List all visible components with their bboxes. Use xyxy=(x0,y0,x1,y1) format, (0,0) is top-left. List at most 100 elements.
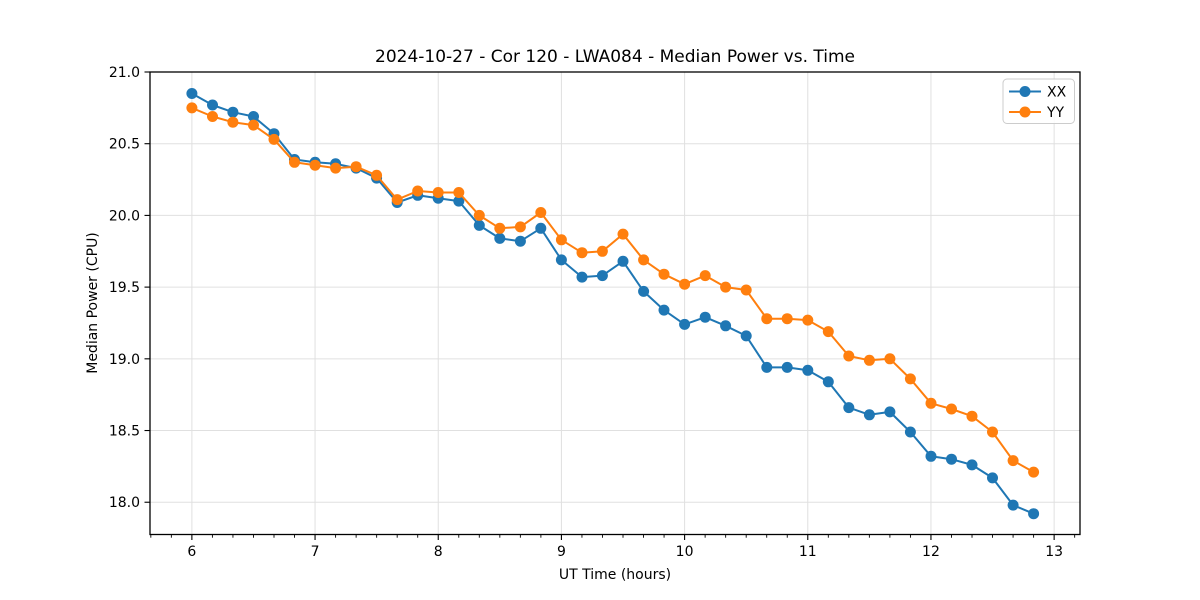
data-point xyxy=(884,406,896,418)
data-point xyxy=(802,314,814,326)
data-point xyxy=(248,119,259,131)
data-point xyxy=(227,116,239,128)
data-point xyxy=(576,247,588,259)
data-point xyxy=(350,161,362,173)
data-point xyxy=(453,195,465,207)
x-tick-label: 11 xyxy=(799,544,817,560)
data-point xyxy=(596,270,608,282)
y-axis-label: Median Power (CPU) xyxy=(85,232,101,374)
data-point xyxy=(720,320,732,332)
data-point xyxy=(453,187,465,198)
legend-marker xyxy=(1019,106,1031,118)
data-point xyxy=(822,326,834,338)
y-tick-label: 19.5 xyxy=(109,280,140,296)
data-point xyxy=(966,410,978,422)
grid-lines xyxy=(150,71,1080,535)
data-point xyxy=(186,88,198,99)
series-xx xyxy=(186,88,1040,520)
data-point xyxy=(781,361,793,373)
data-point xyxy=(658,304,670,316)
x-tick-label: 13 xyxy=(1045,544,1063,560)
data-point xyxy=(432,187,444,198)
data-point xyxy=(781,313,793,325)
data-point xyxy=(1028,466,1040,478)
legend-item-xx: XX xyxy=(1009,85,1067,101)
data-point xyxy=(494,222,506,234)
data-point xyxy=(720,281,732,293)
data-point xyxy=(987,426,998,438)
data-point xyxy=(658,268,670,280)
data-point xyxy=(802,364,814,376)
x-tick-label: 10 xyxy=(676,544,694,560)
data-point xyxy=(227,106,239,118)
series-yy xyxy=(186,102,1040,478)
x-axis-label: UT Time (hours) xyxy=(559,567,671,583)
data-point xyxy=(555,234,567,246)
x-tick-label: 12 xyxy=(922,544,940,560)
x-tick-label: 7 xyxy=(311,544,320,560)
data-point xyxy=(473,219,485,231)
data-point xyxy=(740,330,752,342)
data-point xyxy=(535,222,547,234)
data-point xyxy=(1007,455,1019,467)
data-point xyxy=(371,169,383,181)
legend-marker xyxy=(1019,86,1031,97)
data-point xyxy=(904,426,916,438)
y-tick-label: 20.0 xyxy=(109,208,140,224)
data-point xyxy=(207,99,218,111)
y-tick-label: 19.0 xyxy=(109,352,140,368)
x-tick-label: 9 xyxy=(557,544,566,560)
data-point xyxy=(330,162,342,174)
legend-label: XX xyxy=(1047,85,1067,101)
data-point xyxy=(207,111,218,122)
data-point xyxy=(638,254,650,266)
data-point xyxy=(638,285,650,297)
data-point xyxy=(596,245,608,257)
data-point xyxy=(925,450,937,462)
data-point xyxy=(391,194,403,206)
data-point xyxy=(843,402,855,414)
data-point xyxy=(761,313,773,325)
data-point xyxy=(576,271,588,283)
legend-label: YY xyxy=(1046,105,1065,121)
data-point xyxy=(699,311,711,323)
data-point xyxy=(289,156,300,168)
y-tick-label: 21.0 xyxy=(109,65,140,81)
data-point xyxy=(514,221,526,233)
data-point xyxy=(925,397,937,409)
data-point xyxy=(248,111,259,122)
data-point xyxy=(987,472,998,484)
data-point xyxy=(679,318,691,330)
data-point xyxy=(309,159,321,171)
data-point xyxy=(740,284,752,296)
data-point xyxy=(617,255,629,267)
data-point xyxy=(822,376,834,388)
x-tick-label: 8 xyxy=(434,544,443,560)
data-point xyxy=(555,254,567,266)
data-point xyxy=(1007,499,1019,511)
data-point xyxy=(535,207,547,218)
data-point xyxy=(863,354,875,366)
data-point xyxy=(699,270,711,282)
chart-title: 2024-10-27 - Cor 120 - LWA084 - Median P… xyxy=(375,47,855,67)
y-tick-label: 18.0 xyxy=(109,495,140,511)
legend: XX YY xyxy=(1002,78,1075,124)
data-point xyxy=(863,409,875,421)
x-tick-label: 6 xyxy=(187,544,196,560)
data-point xyxy=(761,361,773,373)
data-point xyxy=(473,209,485,221)
y-tick-label: 18.5 xyxy=(109,424,140,440)
data-point xyxy=(904,373,916,385)
data-point xyxy=(412,185,424,197)
data-point xyxy=(966,459,978,471)
series-line-xx xyxy=(190,92,1035,515)
data-point xyxy=(186,102,198,114)
data-point xyxy=(884,353,896,365)
legend-item-yy: YY xyxy=(1009,105,1065,121)
data-point xyxy=(494,232,506,244)
data-point xyxy=(268,133,280,145)
data-point xyxy=(617,228,629,240)
data-point xyxy=(514,235,526,247)
